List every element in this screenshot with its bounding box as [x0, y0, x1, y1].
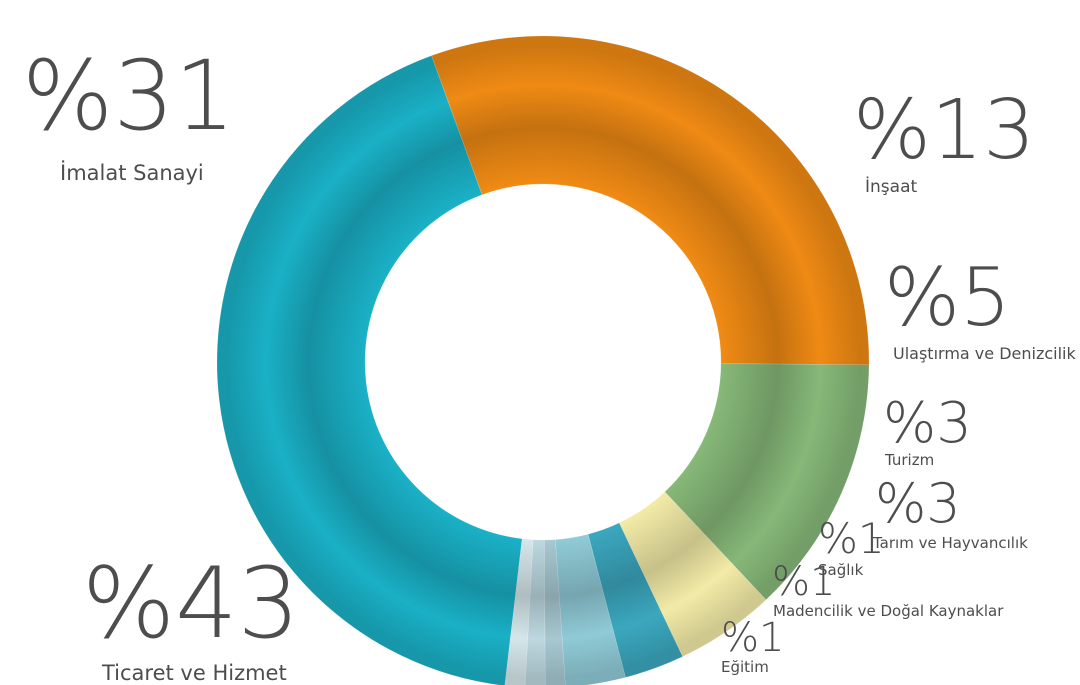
category-label-sa-l-k: Sağlık: [818, 561, 864, 579]
category-label-madencilik-ve-do-al-kaynaklar: Madencilik ve Doğal Kaynaklar: [773, 602, 1004, 620]
value-label-turizm: %3: [883, 391, 972, 456]
value-label-ula-t-rma-ve-denizcilik: %5: [884, 251, 1011, 344]
value-label-madencilik-ve-do-al-kaynaklar: %1: [772, 559, 836, 605]
value-label-i-malat-sanayi: %31: [22, 40, 236, 152]
category-label-turizm: Turizm: [885, 451, 935, 469]
category-label-ticaret-ve-hizmet: Ticaret ve Hizmet: [102, 661, 287, 685]
category-label-e-itim: Eğitim: [721, 658, 769, 676]
value-label-i-n-aat: %13: [853, 83, 1036, 178]
category-label-ula-t-rma-ve-denizcilik: Ulaştırma ve Denizcilik: [893, 344, 1076, 363]
slice-i-malat-sanayi: [431, 35, 870, 366]
value-label-tar-m-ve-hayvanc-l-k: %3: [875, 472, 961, 535]
category-label-tar-m-ve-hayvanc-l-k: Tarım ve Hayvancılık: [873, 534, 1028, 552]
value-label-sa-l-k: %1: [818, 514, 885, 563]
category-label-i-n-aat: İnşaat: [865, 177, 918, 197]
category-label-i-malat-sanayi: İmalat Sanayi: [60, 161, 204, 185]
value-label-ticaret-ve-hizmet: %43: [82, 547, 300, 661]
value-label-e-itim: %1: [721, 615, 785, 661]
